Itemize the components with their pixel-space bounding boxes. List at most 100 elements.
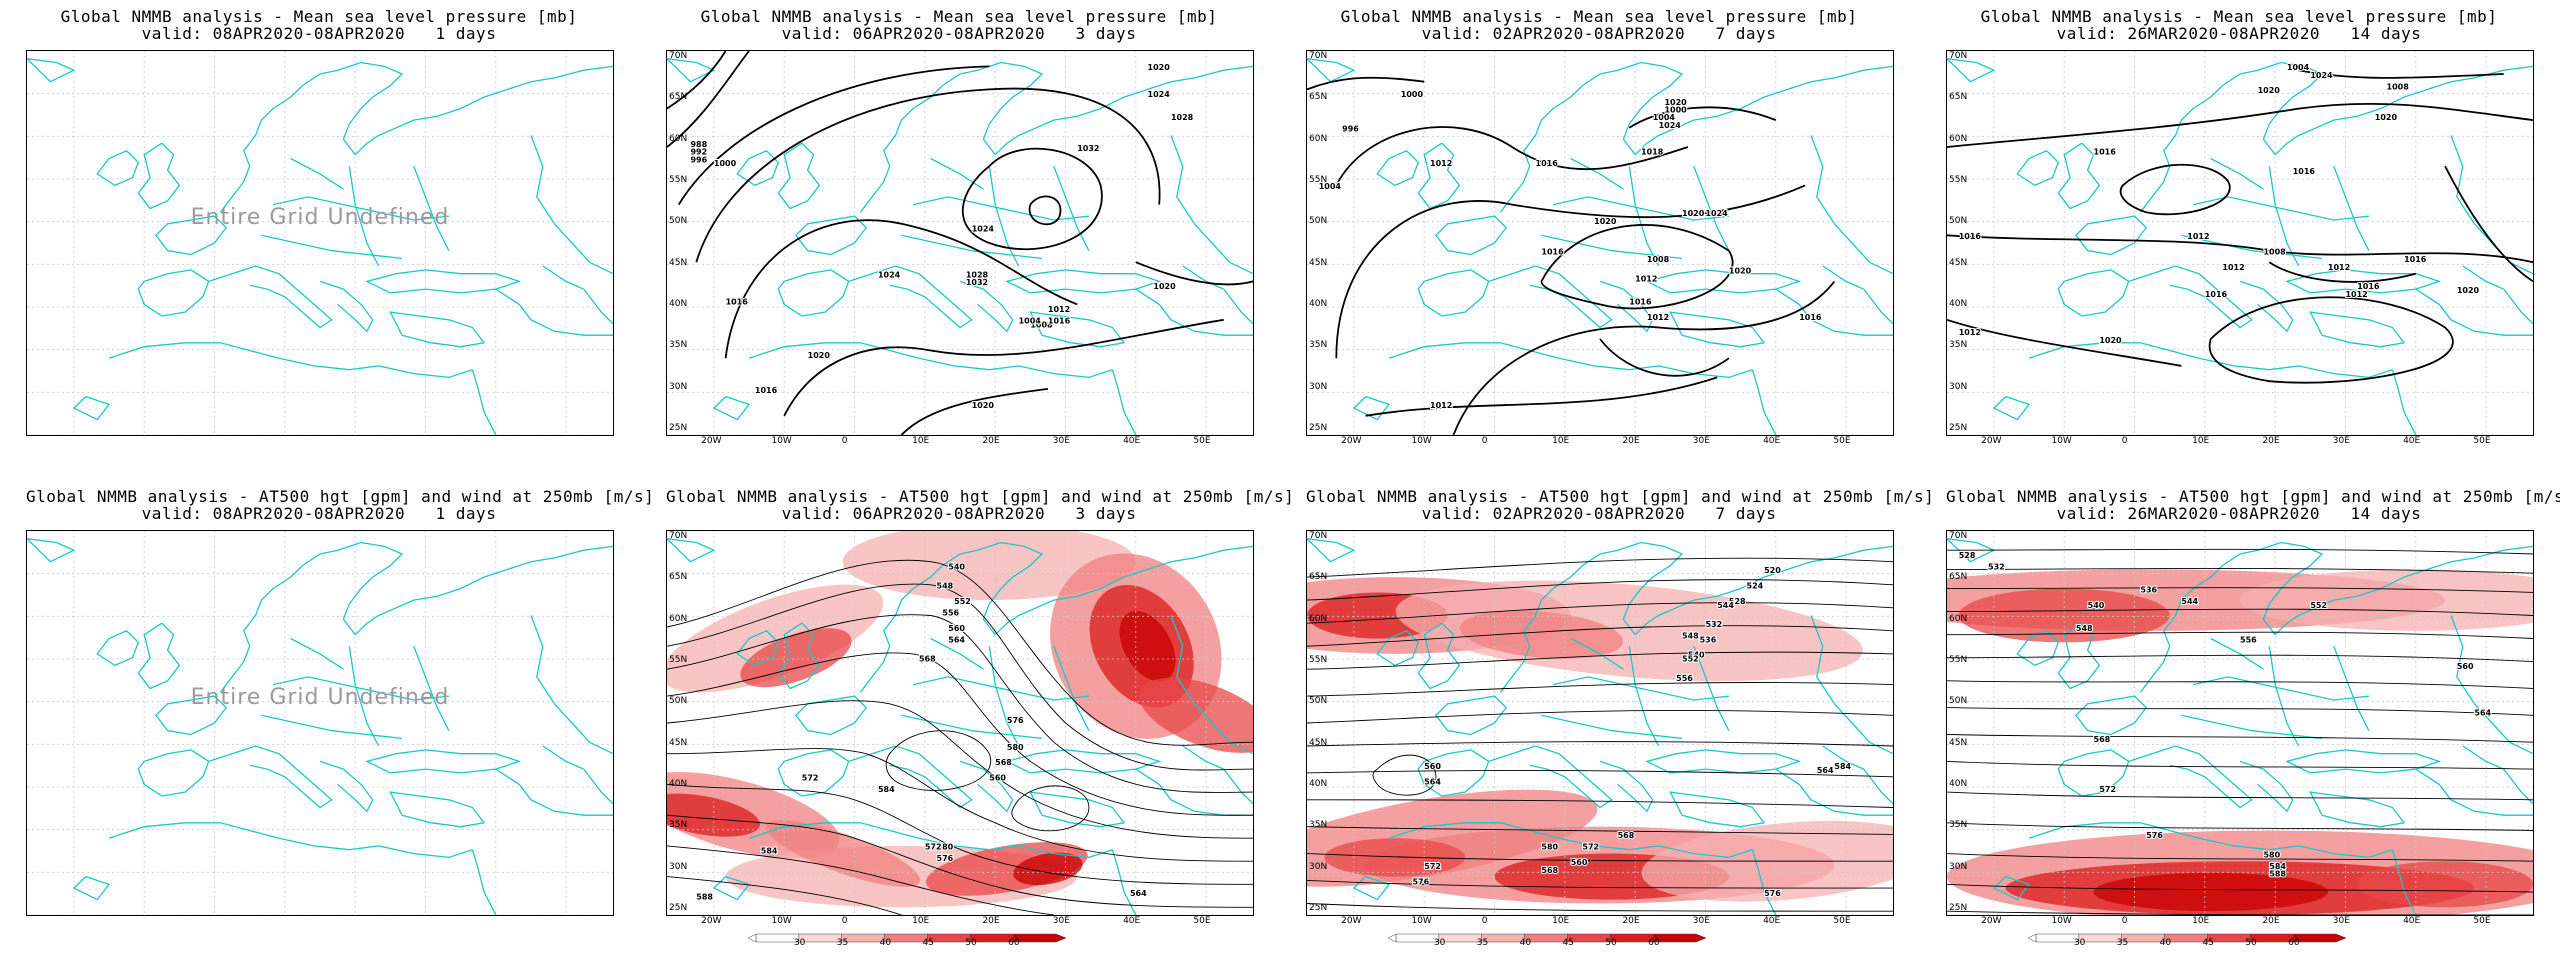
contour-line <box>1628 106 1777 129</box>
coastline-segment <box>1499 61 1684 213</box>
contour-label: 576 <box>1007 716 1024 725</box>
coastline-segment <box>261 234 403 260</box>
contour-line <box>1947 608 2533 616</box>
lat-tick-label: 70N <box>1309 531 1328 541</box>
lon-tick-label: 0 <box>2121 436 2128 446</box>
lat-tick-label: 25N <box>1949 903 1968 913</box>
contour-line <box>677 65 990 206</box>
contour-label: 544 <box>2181 597 2198 606</box>
coastline-segment <box>1388 342 1753 379</box>
contour-label: 1000 <box>714 159 737 168</box>
panel-title: Global NMMB analysis - AT500 hgt [gpm] a… <box>26 487 655 506</box>
coastline-segment <box>1182 265 1253 325</box>
coastline-segment <box>2139 541 2324 693</box>
lon-tick-label: 10E <box>1552 436 1570 446</box>
coastline-segment <box>667 58 716 83</box>
contour-line <box>1947 318 2182 367</box>
contour-line <box>1947 734 2533 743</box>
contour-line <box>1011 785 1090 832</box>
contour-label: 556 <box>1676 674 1693 683</box>
coastline-segment <box>2285 749 2442 774</box>
coastline-segment <box>1352 875 1391 901</box>
graticule <box>1947 531 2533 915</box>
contour-label: 1024 <box>878 271 901 280</box>
map-panel-2: Global NMMB analysis - Mean sea level pr… <box>666 8 1254 454</box>
contour-label: 1012 <box>1635 274 1657 283</box>
coastline-segment <box>1552 196 1729 221</box>
lat-tick-label: 60N <box>1949 613 1968 624</box>
lat-tick-label: 45N <box>669 257 688 268</box>
contour-line <box>1307 853 1893 862</box>
contour-label: 1016 <box>2205 290 2228 299</box>
lon-tick-label: 20E <box>1622 916 1640 926</box>
lat-tick-label: 70N <box>669 51 688 61</box>
coastline-segment <box>1552 676 1729 701</box>
coastline-segment <box>1645 269 1802 294</box>
graticule <box>1307 51 1893 435</box>
coastline-segment <box>2239 760 2294 813</box>
contour-label: 1008 <box>1647 255 1670 264</box>
coastline-segment <box>2210 637 2264 670</box>
coastline-segment <box>795 215 868 256</box>
contour-line <box>667 559 1253 746</box>
contour-lines <box>667 559 1253 915</box>
lon-tick-label: 20W <box>701 436 722 446</box>
colorbar-max-arrow <box>1695 933 1707 943</box>
coastline-segment <box>272 196 449 221</box>
contour-label: 540 <box>1688 651 1705 660</box>
contour-line <box>900 388 1049 435</box>
coastline-segment <box>712 395 751 421</box>
lat-tick-label: 65N <box>669 572 688 583</box>
coastline-segment <box>1435 695 1508 736</box>
coastline-segment <box>777 269 850 317</box>
lat-tick-label: 35N <box>1949 820 1968 831</box>
contour-label: 1016 <box>1799 313 1822 322</box>
undefined-grid-text: Entire Grid Undefined <box>191 205 450 230</box>
contour-label: 532 <box>1988 562 2005 571</box>
colorbar-max-arrow <box>2335 933 2347 943</box>
map-area: Entire Grid Undefined <box>26 50 614 436</box>
contour-label: 1016 <box>1629 297 1652 306</box>
coastline-segment <box>1992 875 2031 901</box>
panel-title: Global NMMB analysis - Mean sea level pr… <box>60 7 578 26</box>
lon-tick-label: 20E <box>2262 916 2280 926</box>
coastline-segment <box>1111 369 1137 435</box>
coastline-segment <box>155 695 228 736</box>
contour-line <box>885 730 992 791</box>
wind-shade-blob <box>2357 861 2533 908</box>
coastline-segment <box>1947 58 1996 83</box>
contour-label: 1012 <box>2187 232 2209 241</box>
contour-label: 1004 <box>1319 182 1342 191</box>
contour-label: 1020 <box>1682 209 1705 218</box>
coastline-segment <box>988 166 1020 267</box>
contour-label: 568 <box>1541 866 1558 875</box>
contour-line <box>667 652 1253 816</box>
coastline-segment <box>1170 615 1253 755</box>
lon-tick-label: 0 <box>841 436 848 446</box>
lat-tick-label: 40N <box>1949 779 1968 789</box>
coastline-segment <box>108 822 473 859</box>
lat-tick-label: 70N <box>1309 51 1328 61</box>
colorbar-tick-label: 45 <box>2202 938 2214 948</box>
contour-label: 552 <box>2310 601 2327 610</box>
coastline-segment <box>2333 165 2370 251</box>
map-area: Entire Grid Undefined <box>26 530 614 916</box>
contour-label: 1016 <box>1536 159 1559 168</box>
coastline-segment <box>1570 157 1624 190</box>
lon-tick-label: 10W <box>1411 916 1432 926</box>
coastline-segment <box>1541 714 1683 740</box>
coastline-segment <box>365 749 522 774</box>
lon-tick-label: 50E <box>2473 436 2491 446</box>
contour-label: 1012 <box>1959 328 1981 337</box>
coastline-segment <box>1417 749 1490 797</box>
contour-label: 584 <box>878 785 895 794</box>
contour-line <box>1307 799 1893 808</box>
coastline-segment <box>1751 849 1777 915</box>
lat-tick-label: 50N <box>669 216 688 227</box>
map-panel-1: Global NMMB analysis - Mean sea level pr… <box>26 7 614 454</box>
coastline-segment <box>1628 166 1660 267</box>
contour-line <box>2444 165 2533 283</box>
lon-tick-label: 10W <box>771 436 792 446</box>
map-canvas: 528 532 536 540 544 548 552 556 560 564 568 572 576 5… <box>1947 531 2533 915</box>
coastline-segment <box>2057 269 2130 317</box>
